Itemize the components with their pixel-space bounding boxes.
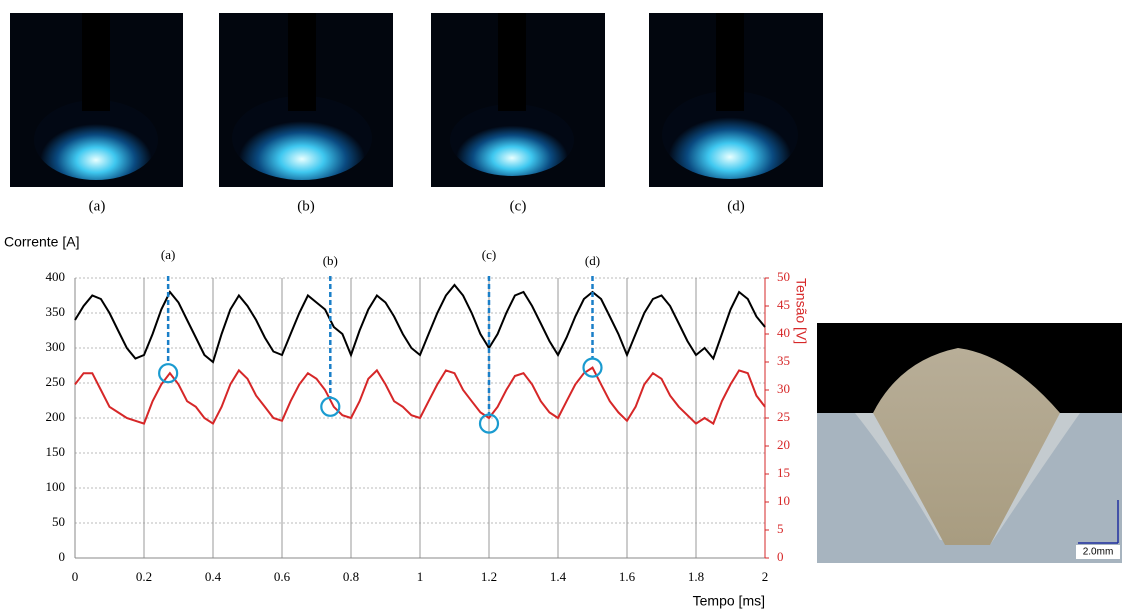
chart: Corrente [A] Tensão [V] Tempo [ms] [4,234,809,609]
y2-tick-label: 10 [777,493,790,508]
y-tick-label: 200 [46,409,66,424]
y-tick-label: 300 [46,339,66,354]
x-tick-label: 0 [72,569,79,584]
annotation-circle [582,357,603,378]
x-tick-label: 0.4 [205,569,222,584]
photo-c [431,13,605,187]
annotation-label: (d) [585,253,600,268]
photo-d [649,13,823,187]
x-tick-label: 1.8 [688,569,704,584]
y-tick-label: 250 [46,374,66,389]
annotation-circle [320,396,341,417]
x-tick-label: 0.8 [343,569,359,584]
annotation-circle [478,413,500,434]
weld-image: 2.0mm [817,323,1122,563]
series-line [74,366,766,426]
x-tick-label: 0.2 [136,569,152,584]
x-tick-label: 2 [762,569,769,584]
photo-caption: (a) [89,198,106,214]
y-tick-label: 50 [52,514,65,529]
x-axis-label: Tempo [ms] [693,593,765,609]
y-tick-label: 150 [46,444,66,459]
x-tick-label: 1 [417,569,424,584]
y2-tick-label: 0 [777,549,784,564]
x-tick-label: 0.6 [274,569,291,584]
y2-axis-label: Tensão [V] [793,278,809,344]
y2-tick-label: 50 [777,269,790,284]
y2-tick-label: 35 [777,353,790,368]
y2-tick-label: 20 [777,437,790,452]
y-axis-label: Corrente [A] [4,234,79,250]
y-tick-label: 350 [46,304,66,319]
y2-tick-label: 15 [777,465,790,480]
y2-tick-label: 45 [777,297,790,312]
annotation-label: (a) [161,247,175,262]
photo-b [219,13,393,187]
y-tick-label: 0 [59,549,66,564]
photo-caption: (d) [727,198,745,214]
photo-caption: (b) [297,198,315,214]
photo-a [10,13,183,187]
annotation-circle [158,363,179,384]
y-tick-label: 400 [46,269,66,284]
x-tick-label: 1.2 [481,569,497,584]
x-tick-label: 1.4 [550,569,567,584]
y-tick-label: 100 [46,479,66,494]
series-line [74,283,766,364]
annotation-label: (c) [482,247,496,262]
annotation-label: (b) [323,253,338,268]
photo-caption: (c) [510,198,527,214]
y2-tick-label: 5 [777,521,784,536]
y2-tick-label: 25 [777,409,790,424]
scale-label: 2.0mm [1083,547,1114,558]
x-tick-label: 1.6 [619,569,636,584]
y2-tick-label: 40 [777,325,790,340]
y2-tick-label: 30 [777,381,790,396]
